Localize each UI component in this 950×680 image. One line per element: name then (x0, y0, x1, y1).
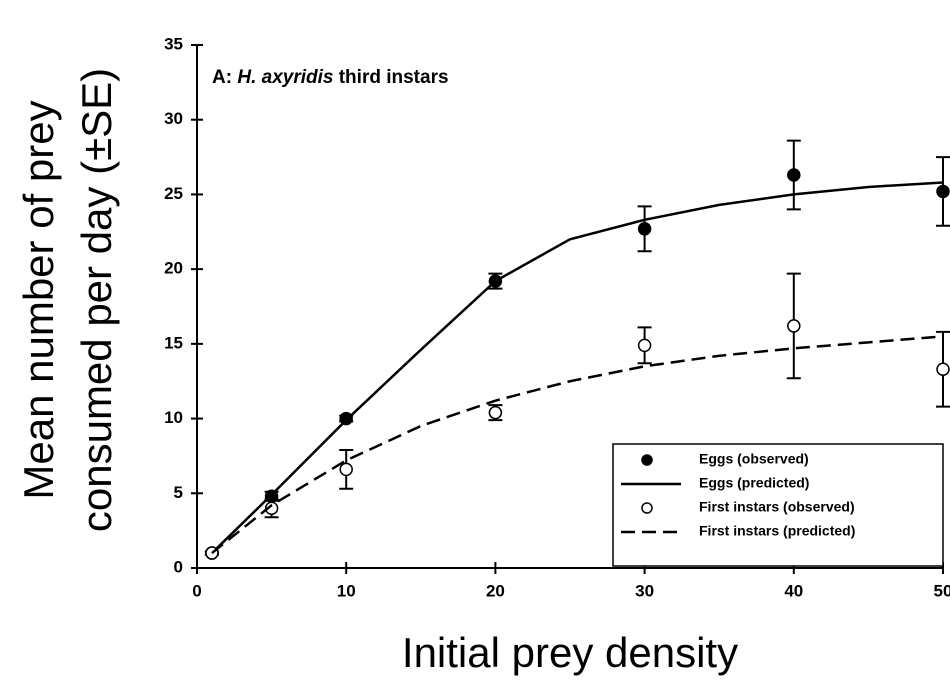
annotation-species: H. axyridis (237, 67, 333, 88)
legend-label: First instars (predicted) (699, 523, 855, 539)
annotation: A: H. axyridis third instars (212, 67, 449, 88)
x-tick-label: 10 (337, 581, 356, 600)
legend-label: Eggs (predicted) (699, 475, 809, 491)
x-tick-label: 0 (192, 581, 201, 600)
y-tick-label: 30 (164, 109, 183, 128)
legend-marker (641, 502, 653, 514)
annotation-prefix: A: (212, 67, 232, 88)
y-axis-label: consumed per day (±SE) (73, 68, 120, 532)
data-point (936, 184, 950, 199)
data-point (637, 338, 652, 353)
fit-line (211, 181, 944, 554)
data-point (787, 319, 801, 333)
legend-box (612, 443, 944, 567)
y-tick-label: 20 (164, 259, 183, 278)
x-tick-label: 50 (934, 581, 950, 600)
x-tick-label: 40 (784, 581, 803, 600)
legend-label: Eggs (observed) (699, 451, 809, 467)
y-tick-label: 15 (164, 333, 183, 352)
data-point (637, 222, 652, 236)
x-axis-label: Initial prey density (402, 629, 738, 676)
data-point (488, 405, 503, 420)
data-point (339, 462, 353, 477)
annotation-suffix: third instars (339, 67, 449, 88)
y-tick-label: 25 (164, 184, 183, 203)
fit-line (211, 335, 944, 555)
x-tick-label: 30 (635, 581, 654, 600)
y-tick-label: 0 (174, 557, 183, 576)
data-point (936, 362, 950, 377)
legend-marker (641, 454, 653, 466)
data-point (787, 168, 801, 182)
y-tick-label: 10 (164, 408, 183, 427)
x-tick-label: 20 (486, 581, 505, 600)
y-tick-label: 5 (174, 483, 183, 502)
y-tick-label: 35 (164, 34, 183, 53)
y-axis-label: Mean number of prey (15, 100, 62, 499)
data-point (264, 501, 279, 515)
legend-label: First instars (observed) (699, 499, 855, 515)
